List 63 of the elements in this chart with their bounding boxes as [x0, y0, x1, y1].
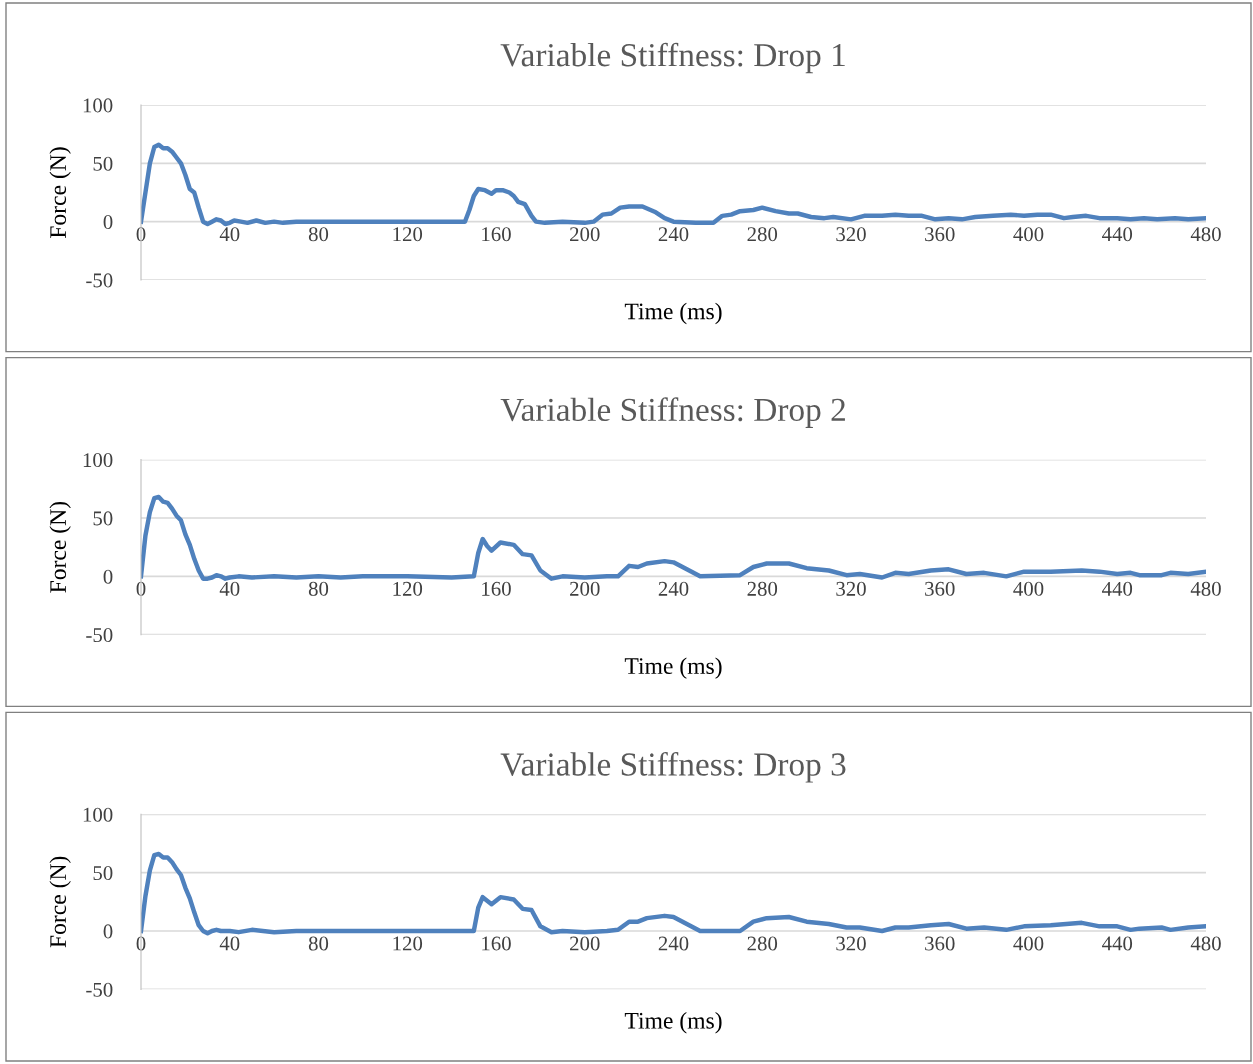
x-tick-label: 400 — [1013, 936, 1044, 951]
x-tick-label: 480 — [1190, 936, 1221, 951]
x-tick-label: 200 — [570, 227, 600, 242]
x-tick-label: 80 — [308, 227, 329, 242]
x-axis-title: Time (ms) — [624, 1012, 722, 1034]
x-tick-label: 440 — [1102, 227, 1133, 242]
x-tick-label: 320 — [836, 581, 866, 596]
x-tick-label: 440 — [1102, 581, 1133, 596]
x-tick-label: 480 — [1190, 581, 1221, 596]
line-series — [141, 851, 1206, 936]
y-tick-label: 0 — [103, 215, 113, 230]
y-tick-label: 100 — [83, 98, 113, 113]
y-tick-label: -50 — [86, 273, 113, 288]
y-tick-label: -50 — [86, 628, 113, 643]
x-tick-label: 80 — [308, 581, 329, 596]
x-tick-label: 320 — [836, 936, 866, 951]
x-tick-label: 0 — [136, 581, 146, 596]
y-tick-label: 0 — [103, 924, 113, 939]
x-tick-label: 200 — [570, 581, 600, 596]
x-tick-label: 320 — [836, 227, 866, 242]
x-tick-label: 400 — [1013, 227, 1044, 242]
chart-title: Variable Stiffness: Drop 2 — [500, 397, 845, 428]
x-tick-label: 440 — [1102, 936, 1133, 951]
x-tick-label: 360 — [925, 581, 955, 596]
x-tick-label: 40 — [219, 936, 240, 951]
x-tick-label: 280 — [747, 227, 778, 242]
y-tick-label: 100 — [83, 453, 113, 468]
x-tick-label: 200 — [570, 936, 600, 951]
x-tick-label: 360 — [925, 936, 955, 951]
y-tick-label: 100 — [83, 807, 113, 822]
x-axis-title: Time (ms) — [624, 657, 722, 679]
x-tick-label: 40 — [219, 227, 240, 242]
x-tick-label: 280 — [747, 581, 778, 596]
y-tick-label: -50 — [86, 982, 113, 997]
y-axis-title: Force (N) — [49, 501, 71, 593]
x-tick-label: 400 — [1013, 581, 1044, 596]
x-tick-label: 120 — [393, 936, 423, 951]
x-tick-label: 0 — [136, 227, 146, 242]
chart-title: Variable Stiffness: Drop 3 — [500, 751, 846, 783]
x-tick-label: 160 — [482, 227, 511, 242]
x-tick-label: 280 — [747, 936, 778, 951]
x-tick-label: 360 — [925, 227, 955, 242]
x-tick-label: 240 — [658, 581, 689, 596]
y-tick-label: 50 — [93, 866, 113, 881]
y-tick-label: 0 — [103, 569, 113, 584]
chart-title: Variable Stiffness: Drop 1 — [500, 42, 845, 74]
x-tick-label: 120 — [393, 227, 423, 242]
x-tick-label: 240 — [658, 936, 689, 951]
x-tick-label: 240 — [658, 227, 689, 242]
line-series — [141, 494, 1206, 581]
y-tick-label: 50 — [93, 156, 113, 171]
x-tick-label: 160 — [482, 581, 511, 596]
y-axis-title: Force (N) — [49, 856, 71, 948]
x-tick-label: 120 — [393, 581, 423, 596]
y-tick-label: 50 — [93, 511, 113, 526]
x-tick-label: 80 — [308, 936, 329, 951]
x-tick-label: 0 — [136, 936, 146, 951]
y-axis-title: Force (N) — [49, 147, 71, 239]
x-tick-label: 40 — [219, 581, 240, 596]
x-tick-label: 480 — [1190, 227, 1221, 242]
x-tick-label: 160 — [482, 936, 511, 951]
x-axis-title: Time (ms) — [624, 302, 722, 325]
line-series — [141, 142, 1206, 227]
